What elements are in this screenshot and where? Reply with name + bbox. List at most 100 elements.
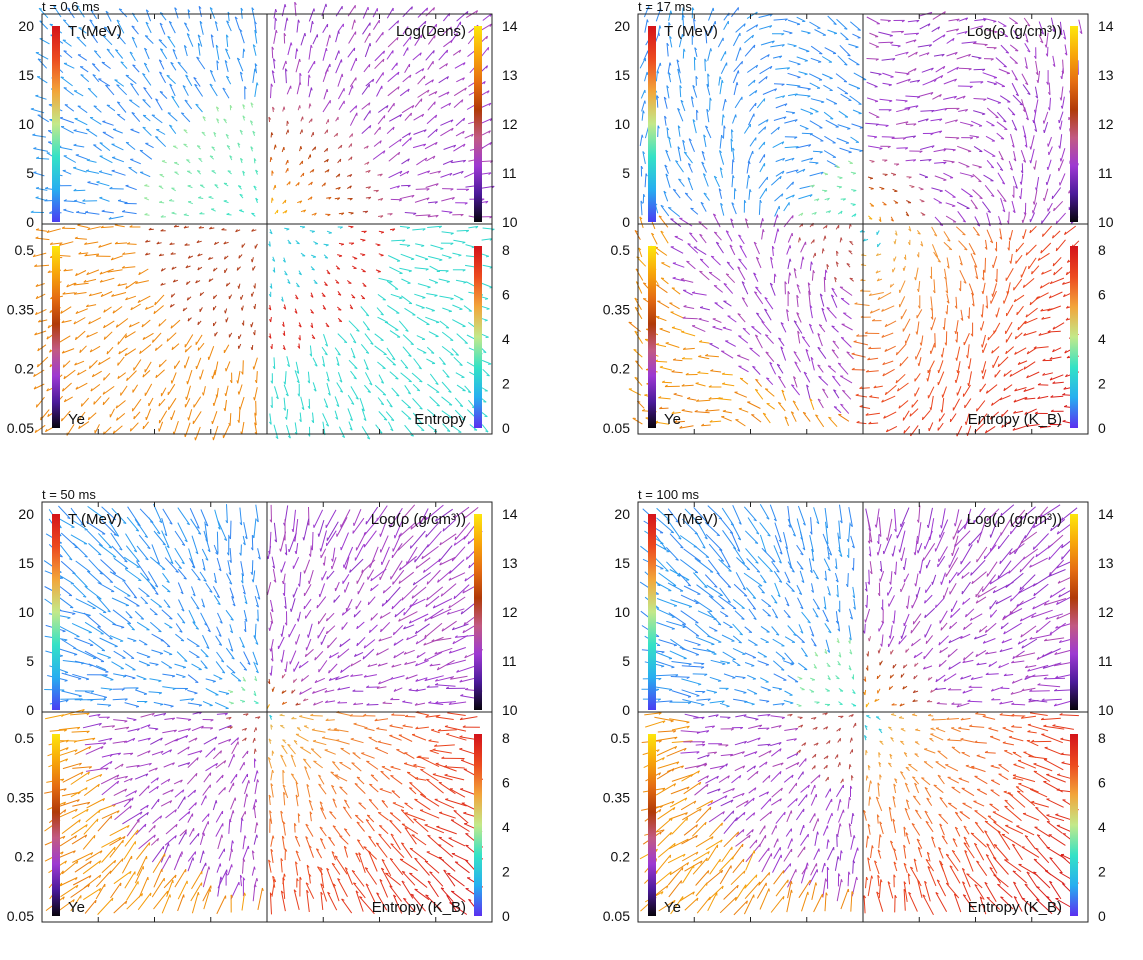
flow-arrow: [426, 308, 435, 311]
flow-arrow-head: [228, 171, 231, 172]
flow-arrow-head: [938, 370, 939, 373]
flow-arrow: [1025, 318, 1038, 324]
flow-arrow: [984, 150, 995, 157]
flow-arrow: [960, 122, 973, 125]
flow-arrow: [426, 294, 437, 296]
flow-arrow: [799, 48, 810, 52]
flow-arrow: [427, 347, 434, 353]
flow-arrow: [441, 103, 451, 108]
flow-arrow: [713, 214, 720, 227]
flow-arrow-head: [425, 259, 428, 260]
flow-arrow-head: [303, 117, 304, 120]
flow-arrow: [684, 307, 695, 309]
flow-arrow: [73, 585, 86, 597]
flow-arrow: [770, 283, 775, 296]
flow-arrow: [797, 17, 806, 21]
flow-arrow-head: [315, 147, 316, 150]
flow-arrow: [809, 22, 820, 28]
flow-arrow: [33, 149, 48, 152]
flow-arrow: [660, 367, 672, 370]
flow-arrow-head: [160, 654, 163, 655]
flow-arrow: [442, 332, 453, 340]
flow-arrow: [63, 361, 70, 368]
flow-arrow: [1061, 148, 1065, 161]
flow-arrow: [214, 675, 223, 679]
flow-arrow: [61, 127, 74, 134]
flow-arrow: [642, 111, 643, 121]
flow-arrow: [149, 398, 153, 406]
flow-arrow: [231, 521, 232, 539]
flow-arrow: [832, 326, 839, 332]
flow-arrow: [801, 31, 810, 33]
flow-arrow: [62, 640, 77, 649]
flow-arrow: [195, 84, 203, 96]
flow-arrow: [1050, 375, 1063, 380]
flow-arrow: [189, 610, 195, 623]
flow-arrow: [416, 189, 430, 190]
flow-arrow-head: [393, 364, 396, 365]
flow-arrow: [1062, 97, 1064, 109]
flow-arrow-head: [339, 31, 340, 34]
flow-arrow: [87, 270, 99, 275]
flow-arrow: [119, 348, 128, 354]
flow-arrow: [145, 36, 153, 44]
flow-arrow: [389, 171, 402, 178]
flow-arrow: [378, 106, 388, 113]
flow-arrow-head: [232, 672, 235, 673]
y-tick-label: 0.2: [611, 361, 631, 377]
flow-arrow-head: [287, 18, 288, 21]
flow-arrow-head: [121, 627, 124, 628]
flow-arrow-head: [88, 182, 91, 183]
colorbar-tick-label: 8: [1098, 242, 1106, 258]
colorbar-temperature: [648, 26, 656, 222]
flow-arrow: [365, 33, 370, 43]
flow-arrow: [428, 61, 434, 69]
flow-arrow: [457, 334, 468, 344]
flow-arrow-head: [927, 378, 928, 381]
flow-arrow: [843, 313, 851, 319]
flow-arrow: [107, 105, 115, 111]
flow-arrow: [900, 296, 905, 307]
flow-arrow: [854, 73, 866, 80]
flow-arrow-head: [36, 197, 39, 198]
colorbar-tick-label: 10: [1098, 214, 1114, 230]
flow-arrow: [483, 14, 492, 21]
flow-arrow: [968, 344, 970, 358]
flow-arrow-head: [326, 48, 327, 51]
flow-arrow: [134, 360, 141, 371]
colorbar-tick-label: 8: [502, 242, 510, 258]
flow-arrow: [88, 413, 96, 420]
flow-arrow: [997, 133, 1004, 139]
flow-arrow: [721, 63, 726, 74]
flow-arrow: [59, 626, 79, 637]
flow-arrow: [1042, 211, 1051, 223]
flow-arrow-head: [238, 286, 239, 289]
flow-arrow-head: [850, 278, 853, 279]
flow-arrow: [388, 256, 400, 262]
flow-arrow: [856, 395, 867, 397]
flow-arrow: [187, 690, 197, 693]
flow-arrow-head: [896, 352, 897, 355]
flow-arrow-head: [805, 74, 808, 75]
flow-arrow: [748, 151, 753, 163]
flow-arrow-head: [61, 77, 64, 78]
flow-arrow: [1044, 112, 1048, 124]
flow-arrow-head: [485, 320, 488, 321]
flow-arrow: [103, 132, 114, 138]
flow-arrow-head: [311, 45, 312, 48]
flow-arrow-head: [722, 383, 725, 384]
flow-arrow: [388, 103, 394, 112]
flow-arrow: [90, 346, 100, 352]
flow-arrow-head: [86, 679, 89, 680]
flow-arrow: [457, 230, 469, 231]
flow-arrow: [217, 532, 218, 554]
flow-arrow-head: [821, 102, 824, 103]
flow-arrow-head: [107, 351, 108, 354]
flow-arrow-head: [860, 128, 863, 129]
flow-arrow: [1016, 243, 1024, 252]
flow-arrow: [946, 203, 956, 206]
flow-arrow: [745, 45, 755, 56]
flow-arrow: [239, 409, 240, 423]
flow-arrow: [375, 59, 384, 69]
